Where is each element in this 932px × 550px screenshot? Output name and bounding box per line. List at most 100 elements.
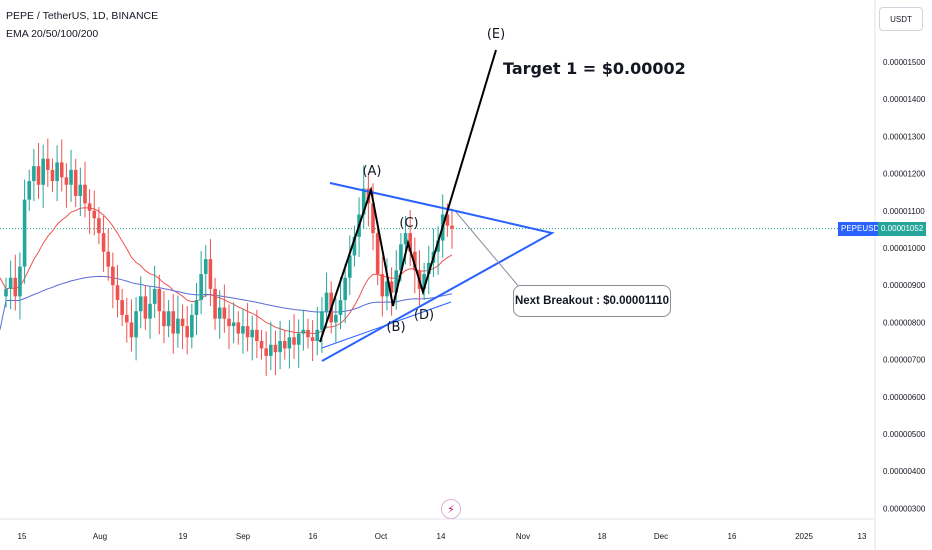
candle-body xyxy=(347,255,352,278)
candle-body xyxy=(375,233,380,275)
x-tick-label: 13 xyxy=(858,532,867,541)
candle-body xyxy=(394,270,399,293)
x-tick-label: Aug xyxy=(93,532,107,541)
wave-label-a: (A) xyxy=(362,164,381,179)
candle-body xyxy=(306,329,310,338)
y-tick-label: 0.00000400 xyxy=(883,467,926,476)
wave-label-b: (B) xyxy=(386,320,405,335)
candle-body xyxy=(236,322,241,334)
y-tick-label: 0.00001000 xyxy=(883,244,926,253)
candle-body xyxy=(217,307,222,319)
candle-body xyxy=(124,314,129,323)
y-tick-label: 0.00000700 xyxy=(883,356,926,365)
indicator-legend[interactable]: EMA 20/50/100/200 xyxy=(6,28,99,40)
candle-body xyxy=(231,322,236,327)
candle-body xyxy=(324,292,329,312)
candle-body xyxy=(69,169,73,185)
candle-body xyxy=(143,296,148,319)
candle-body xyxy=(134,311,138,338)
candle-body xyxy=(176,318,180,334)
candle-body xyxy=(361,188,366,215)
candle-body xyxy=(129,322,134,338)
candle-body xyxy=(301,329,306,334)
candle-body xyxy=(138,296,143,312)
candle-body xyxy=(389,281,394,293)
x-tick-label: 15 xyxy=(18,532,27,541)
candle-body xyxy=(287,337,292,349)
ema-fast-line xyxy=(0,207,453,335)
y-tick-label: 0.00001500 xyxy=(883,58,926,67)
candle-body xyxy=(296,333,301,345)
y-tick-label: 0.00000300 xyxy=(883,504,926,513)
candle-body xyxy=(55,162,59,182)
candle-body xyxy=(213,288,217,319)
candle-body xyxy=(97,218,101,234)
last-price-tag: 0.00001052 xyxy=(878,221,926,236)
candle-body xyxy=(385,281,389,297)
candle-body xyxy=(8,277,13,289)
candle-body xyxy=(241,326,245,334)
x-tick-label: 2025 xyxy=(795,532,813,541)
candle-body xyxy=(255,329,259,341)
candle-body xyxy=(13,277,18,297)
candle-body xyxy=(338,300,343,315)
candle-body xyxy=(450,225,454,229)
candle-body xyxy=(273,344,278,353)
candle-body xyxy=(32,166,36,182)
y-tick-label: 0.00000800 xyxy=(883,318,926,327)
candle-body xyxy=(282,341,287,349)
candle-body xyxy=(166,311,171,327)
candle-body xyxy=(4,288,8,297)
candle-body xyxy=(292,337,296,345)
candle-body xyxy=(46,158,50,170)
target-label: Target 1 = $0.00002 xyxy=(503,59,686,78)
candle-body xyxy=(278,341,282,353)
candle-body xyxy=(334,314,338,323)
currency-button[interactable]: USDT xyxy=(879,7,923,31)
candle-body xyxy=(87,203,92,211)
candle-body xyxy=(403,233,408,245)
candle-body xyxy=(422,274,426,289)
callout-pointer xyxy=(455,211,521,289)
chart-title: PEPE / TetherUS, 1D, BINANCE xyxy=(6,10,159,22)
candle-body xyxy=(111,266,115,286)
candle-body xyxy=(426,262,431,275)
candle-body xyxy=(194,300,199,315)
y-tick-label: 0.00001100 xyxy=(883,207,925,216)
candle-body xyxy=(22,199,27,267)
y-tick-label: 0.00001200 xyxy=(883,170,926,179)
candle-body xyxy=(59,162,64,178)
candle-body xyxy=(180,318,185,327)
candle-body xyxy=(352,236,357,256)
candle-body xyxy=(18,266,22,297)
elliott-wave-path xyxy=(319,49,497,343)
candle-body xyxy=(445,214,450,226)
candle-body xyxy=(157,288,162,312)
candle-body xyxy=(380,274,385,297)
candle-body xyxy=(185,326,189,338)
candle-body xyxy=(199,274,203,301)
candle-body xyxy=(152,288,157,304)
candle-body xyxy=(73,169,78,196)
ema-slow-line xyxy=(0,275,453,330)
x-tick-label: 16 xyxy=(728,532,737,541)
candle-body xyxy=(227,318,231,327)
wave-label-c: (C) xyxy=(399,216,418,231)
candle-body xyxy=(27,181,32,200)
x-tick-label: Sep xyxy=(236,532,251,541)
x-tick-label: 18 xyxy=(598,532,607,541)
candle-body xyxy=(83,184,87,204)
lightning-icon[interactable]: ⚡ xyxy=(441,499,461,519)
triangle-inner-line xyxy=(321,301,452,349)
candle-body xyxy=(106,251,111,267)
candle-body xyxy=(371,203,375,234)
candle-body xyxy=(408,233,412,252)
candle-body xyxy=(250,329,255,338)
x-tick-label: Oct xyxy=(375,532,388,541)
wave-label-d: (D) xyxy=(414,308,434,323)
candle-body xyxy=(436,240,440,252)
candle-body xyxy=(320,311,324,330)
wave-label-e: (E) xyxy=(487,27,505,42)
candle-body xyxy=(120,300,124,315)
